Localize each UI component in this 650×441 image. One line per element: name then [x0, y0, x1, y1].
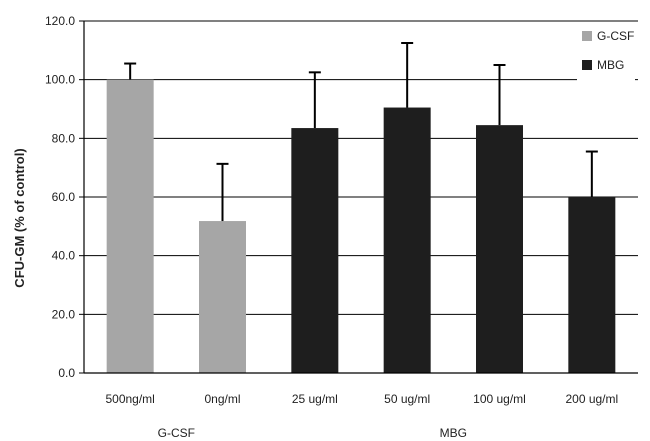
y-tick-label: 60.0 [52, 190, 76, 204]
y-tick-label: 120.0 [45, 14, 75, 28]
y-tick-labels: 0.0 20.0 40.0 60.0 80.0 100.0 120.0 [45, 14, 84, 380]
category-label: 500ng/ml [105, 392, 154, 406]
legend-swatch [582, 60, 592, 70]
error-bars [124, 42, 598, 222]
y-tick-label: 20.0 [52, 307, 76, 321]
y-tick-label: 80.0 [52, 131, 76, 145]
legend-entry: G-CSF [597, 29, 634, 43]
bar-mbg-4 [476, 125, 523, 373]
category-label: 100 ug/ml [473, 392, 526, 406]
legend-swatch [582, 31, 592, 41]
group-label: MBG [440, 426, 467, 440]
group-label: G-CSF [158, 426, 195, 440]
gridlines [84, 20, 638, 315]
category-label: 200 ug/ml [565, 392, 618, 406]
y-axis-label: CFU-GM (% of control) [12, 148, 27, 287]
y-tick-label: 0.0 [58, 366, 75, 380]
y-tick-label: 40.0 [52, 249, 76, 263]
category-label: 0ng/ml [204, 392, 240, 406]
legend: G-CSF MBG [577, 26, 635, 84]
bar-g-csf-1 [199, 221, 246, 373]
bar-mbg-2 [291, 128, 339, 373]
y-tick-label: 100.0 [45, 73, 75, 87]
bar-mbg-5 [568, 197, 616, 373]
bar-g-csf-0 [106, 79, 154, 374]
legend-entry: MBG [597, 58, 624, 72]
category-labels: 500ng/ml 0ng/ml 25 ug/ml 50 ug/ml 100 ug/ml 2… [105, 392, 618, 406]
category-label: 25 ug/ml [292, 392, 338, 406]
group-labels: G-CSF MBG [158, 426, 467, 440]
bars [106, 79, 616, 374]
bar-mbg-3 [383, 107, 431, 374]
category-label: 50 ug/ml [384, 392, 430, 406]
